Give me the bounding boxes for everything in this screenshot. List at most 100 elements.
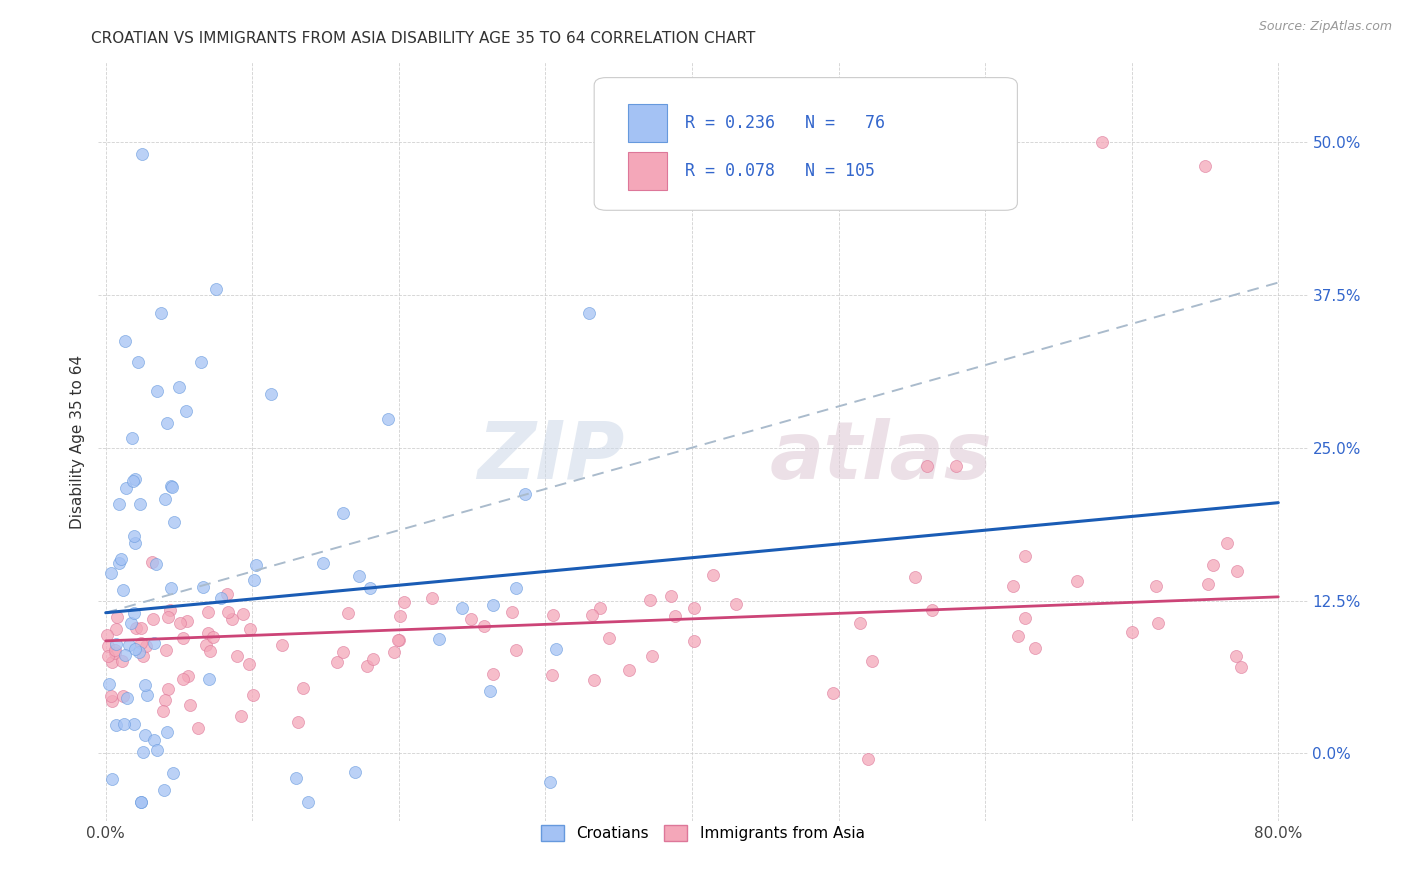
Point (683, 634, 706, 648)
Point (377, 412, 399, 426)
Point (1014, 611, 1036, 625)
Point (117, 690, 139, 705)
Point (100, 566, 122, 580)
Point (217, 605, 239, 619)
Point (388, 633, 411, 648)
Point (242, 573, 264, 587)
Text: R = 0.236   N =   76: R = 0.236 N = 76 (685, 114, 884, 132)
Point (197, 605, 219, 619)
Point (97, 648, 120, 663)
Point (363, 652, 385, 666)
Point (582, 673, 605, 687)
Point (356, 658, 378, 673)
Point (389, 608, 412, 623)
Y-axis label: Disability Age 35 to 64: Disability Age 35 to 64 (70, 354, 86, 529)
Point (242, 688, 264, 702)
Point (194, 638, 217, 652)
Point (1147, 616, 1170, 631)
Point (546, 642, 568, 657)
Point (120, 616, 142, 631)
Point (541, 667, 564, 681)
Point (204, 282, 226, 296)
Point (260, 386, 283, 401)
Point (142, 611, 165, 625)
Point (945, 458, 967, 473)
Point (172, 672, 194, 686)
Point (198, 644, 221, 658)
Point (238, 657, 260, 671)
Point (450, 601, 472, 615)
Point (394, 595, 416, 609)
Point (111, 689, 134, 703)
Point (638, 593, 661, 607)
Point (271, 638, 294, 652)
Point (291, 681, 314, 695)
Point (143, 733, 166, 747)
Point (1091, 135, 1114, 149)
Point (1194, 160, 1216, 174)
Point (112, 716, 135, 731)
Point (474, 619, 496, 633)
Point (297, 795, 319, 809)
Point (101, 655, 124, 669)
Point (856, 752, 879, 766)
Point (860, 654, 883, 668)
Point (176, 404, 198, 418)
Point (724, 597, 747, 611)
Point (683, 600, 706, 615)
Point (153, 492, 176, 507)
Point (903, 570, 925, 584)
Point (541, 607, 564, 622)
Point (122, 474, 145, 488)
Text: R = 0.078   N = 105: R = 0.078 N = 105 (685, 161, 875, 180)
Point (332, 506, 354, 520)
Text: CROATIAN VS IMMIGRANTS FROM ASIA DISABILITY AGE 35 TO 64 CORRELATION CHART: CROATIAN VS IMMIGRANTS FROM ASIA DISABIL… (91, 31, 756, 46)
Point (143, 636, 166, 650)
Point (1202, 558, 1225, 572)
Point (108, 556, 131, 570)
Point (231, 709, 253, 723)
Point (121, 431, 143, 445)
Point (153, 693, 176, 707)
Point (129, 795, 152, 809)
Point (1216, 536, 1239, 550)
Point (122, 606, 145, 620)
Point (131, 795, 153, 809)
Point (112, 583, 135, 598)
Point (129, 621, 152, 635)
Point (150, 306, 173, 320)
Point (640, 648, 662, 663)
Point (332, 645, 354, 659)
Point (326, 655, 349, 669)
Point (125, 621, 148, 635)
Point (1014, 549, 1036, 563)
Point (238, 622, 260, 636)
Point (245, 558, 267, 573)
Point (114, 334, 136, 348)
Point (1230, 659, 1253, 673)
Point (132, 649, 155, 664)
Point (179, 698, 201, 712)
Point (287, 714, 309, 729)
Point (177, 668, 200, 682)
Point (111, 654, 134, 668)
Point (110, 552, 132, 566)
Point (215, 587, 238, 601)
Point (1197, 577, 1219, 591)
Point (127, 355, 149, 369)
Point (187, 721, 209, 735)
Point (124, 473, 146, 487)
Point (1121, 625, 1143, 640)
Point (153, 783, 176, 797)
Point (104, 717, 127, 731)
Point (849, 616, 872, 631)
Point (225, 648, 247, 663)
Point (460, 612, 482, 626)
Point (481, 598, 503, 612)
Point (96, 628, 118, 642)
Point (128, 644, 150, 658)
Point (387, 632, 409, 647)
Point (97, 677, 120, 691)
Point (145, 557, 167, 571)
Point (135, 639, 157, 653)
